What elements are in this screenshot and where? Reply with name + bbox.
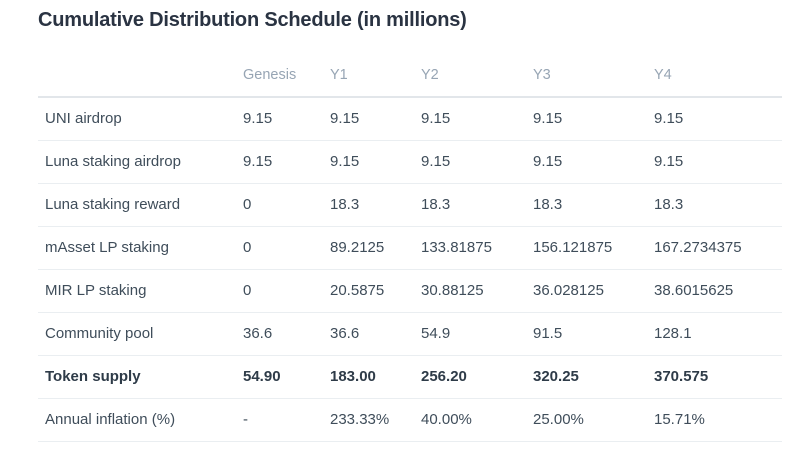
cell-value: 9.15 <box>421 140 533 184</box>
cell-value: 54.90 <box>243 355 330 399</box>
distribution-schedule-table: Genesis Y1 Y2 Y3 Y4 UNI airdrop 9.15 9.15 9.15 9… <box>38 54 782 442</box>
cell-value: 9.15 <box>654 140 782 184</box>
cell-value: 18.3 <box>533 183 654 227</box>
page-title: Cumulative Distribution Schedule (in mil… <box>38 9 467 31</box>
cell-value: 9.15 <box>533 140 654 184</box>
year-column-header: Y2 <box>421 54 533 98</box>
row-label: mAsset LP staking <box>38 226 243 270</box>
cell-value: 370.575 <box>654 355 782 399</box>
cell-value: 38.6015625 <box>654 269 782 313</box>
cell-value: 9.15 <box>243 97 330 141</box>
cell-value: 9.15 <box>421 97 533 141</box>
table-header-row: Genesis Y1 Y2 Y3 Y4 <box>38 54 782 98</box>
cell-value: 40.00% <box>421 398 533 442</box>
cell-value: 183.00 <box>330 355 421 399</box>
cell-value: 233.33% <box>330 398 421 442</box>
year-column-header: Y4 <box>654 54 782 98</box>
cell-value: 36.6 <box>243 312 330 356</box>
table-row: Token supply 54.90 183.00 256.20 320.25 370.5… <box>38 355 782 399</box>
cell-value: 18.3 <box>421 183 533 227</box>
table-row: UNI airdrop 9.15 9.15 9.15 9.15 9.15 <box>38 97 782 141</box>
cell-value: 15.71% <box>654 398 782 442</box>
cell-value: 36.028125 <box>533 269 654 313</box>
table-head: Genesis Y1 Y2 Y3 Y4 <box>38 54 782 98</box>
cell-value: 0 <box>243 183 330 227</box>
year-column-header: Y1 <box>330 54 421 98</box>
cell-value: 156.121875 <box>533 226 654 270</box>
cell-value: 9.15 <box>533 97 654 141</box>
cell-value: 128.1 <box>654 312 782 356</box>
cell-value: 20.5875 <box>330 269 421 313</box>
row-label: Luna staking airdrop <box>38 140 243 184</box>
cell-value: 89.2125 <box>330 226 421 270</box>
cell-value: 91.5 <box>533 312 654 356</box>
table-row: Luna staking airdrop 9.15 9.15 9.15 9.15 9.15 <box>38 140 782 184</box>
cell-value: 9.15 <box>654 97 782 141</box>
cell-value: 36.6 <box>330 312 421 356</box>
cell-value: 9.15 <box>330 97 421 141</box>
table-body: UNI airdrop 9.15 9.15 9.15 9.15 9.15 Luna stak… <box>38 97 782 442</box>
cell-value: 167.2734375 <box>654 226 782 270</box>
row-label: MIR LP staking <box>38 269 243 313</box>
cell-value: 320.25 <box>533 355 654 399</box>
year-column-header: Y3 <box>533 54 654 98</box>
year-column-header: Genesis <box>243 54 330 98</box>
row-label: UNI airdrop <box>38 97 243 141</box>
table-row: Annual inflation (%) -233.33% 40.00% 25.00%… <box>38 398 782 442</box>
cell-value: 18.3 <box>654 183 782 227</box>
cell-value: 0 <box>243 226 330 270</box>
table-row: MIR LP staking 0 20.5875 30.88125 36.028125 3… <box>38 269 782 313</box>
cell-value: - <box>243 398 330 442</box>
cell-value: 30.88125 <box>421 269 533 313</box>
table-row: mAsset LP staking 0 89.2125 133.81875 156.12… <box>38 226 782 270</box>
cell-value: 133.81875 <box>421 226 533 270</box>
table-row: Luna staking reward 0 18.3 18.3 18.3 18.3 <box>38 183 782 227</box>
cell-value: 25.00% <box>533 398 654 442</box>
row-label: Token supply <box>38 355 243 399</box>
cell-value: 54.9 <box>421 312 533 356</box>
row-label-column-header <box>38 54 243 98</box>
row-label: Community pool <box>38 312 243 356</box>
row-label: Annual inflation (%) <box>38 398 243 442</box>
cell-value: 9.15 <box>243 140 330 184</box>
table-row: Community pool 36.6 36.6 54.9 91.5 128.1 <box>38 312 782 356</box>
cell-value: 256.20 <box>421 355 533 399</box>
cell-value: 0 <box>243 269 330 313</box>
cell-value: 18.3 <box>330 183 421 227</box>
cell-value: 9.15 <box>330 140 421 184</box>
row-label: Luna staking reward <box>38 183 243 227</box>
